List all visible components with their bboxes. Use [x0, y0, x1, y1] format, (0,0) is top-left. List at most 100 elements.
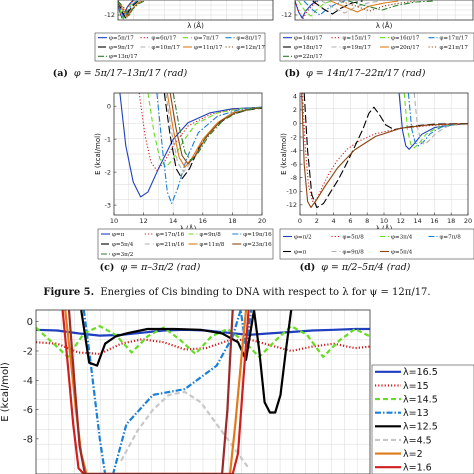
series-line--16-17 — [298, 0, 331, 17]
y-tick-label: -12 — [281, 11, 292, 19]
series-line--1-6b — [67, 310, 234, 474]
grid — [114, 93, 262, 215]
y-tick-label: -4 — [291, 147, 297, 155]
x-tick-label: 10 — [380, 217, 388, 225]
series-group — [36, 310, 370, 474]
legend-label: φ=11π/17 — [194, 45, 223, 51]
x-tick-label: 18 — [228, 217, 236, 225]
series-line--13 — [82, 310, 253, 474]
caption-b: (b) φ = 14π/17–22π/17 (rad) — [284, 68, 425, 79]
legend-label: φ=19π/17 — [343, 45, 372, 51]
y-tick-label: -10 — [286, 187, 297, 195]
legend: φ=π/2 φ=5π/8 φ=3π/4 φ=7π/8 φ=π φ=9π/8 φ=5π/4 — [279, 228, 474, 260]
y-tick-label: -8 — [23, 434, 33, 445]
series-line--14-5 — [36, 325, 370, 358]
series-group — [301, 93, 468, 209]
panel-e: 0-2-4-6-8E (kcal/mol) λ=16.5λ=15λ=14.5λ=1… — [0, 309, 474, 474]
series-line--9-8 — [147, 93, 262, 168]
legend-label: λ=16.5 — [403, 367, 438, 378]
legend-label: φ=18π/17 — [294, 45, 323, 51]
figure-caption: Figure 5. Energies of Cis binding to DNA… — [43, 287, 430, 298]
y-tick-label: 0 — [107, 102, 111, 110]
x-tick-label: 16 — [430, 217, 438, 225]
x-tick-label: 8 — [365, 217, 369, 225]
caption-d-label: (d) — [300, 262, 316, 273]
series-line--20-17 — [330, 0, 399, 13]
series-line--5-4 — [301, 93, 468, 209]
series-line--7-8 — [407, 93, 468, 147]
x-tick-label: 14 — [169, 217, 177, 225]
legend-label: φ=7π/17 — [194, 36, 219, 42]
legend: φ=5π/17 φ=6π/17 φ=7π/17 φ=8π/17 φ=9π/17 φ=10π… — [94, 32, 266, 62]
series-line--9-8 — [413, 93, 468, 146]
y-tick-label: -2 — [23, 347, 33, 358]
legend-label: φ=9π/8 — [200, 232, 222, 238]
caption-b-text: φ = 14π/17–22π/17 (rad) — [306, 68, 426, 79]
x-tick-label: 4 — [332, 217, 336, 225]
legend-box — [371, 364, 474, 474]
legend: φ=14π/17 φ=15π/17 φ=16π/17 φ=17π/17 φ=18π/17… — [279, 32, 474, 62]
series-group — [118, 0, 145, 20]
series-line--21-16 — [165, 93, 262, 173]
series-line--19-16 — [156, 93, 262, 205]
x-tick-label: 20 — [464, 217, 472, 225]
legend-label: φ=17π/16 — [156, 232, 185, 238]
grid — [36, 310, 370, 474]
legend-label: λ=4.5 — [403, 435, 432, 446]
series-line--12-17 — [118, 0, 144, 18]
x-tick-label: 2 — [315, 217, 319, 225]
legend-label: φ=14π/17 — [294, 36, 323, 42]
legend-box — [279, 32, 474, 62]
x-tick-label: 6 — [348, 217, 352, 225]
series-line--3-2 — [172, 93, 262, 162]
y-tick-label: -6 — [291, 160, 297, 168]
legend-label: φ=15π/17 — [343, 36, 372, 42]
series-line--21-17 — [339, 0, 417, 12]
y-axis-label: E (kcal/mol) — [280, 133, 288, 175]
plot-frame — [35, 309, 371, 474]
series-line--23-16 — [169, 93, 262, 165]
caption-c-text: φ = π–3π/2 (rad) — [120, 262, 200, 273]
legend-label: φ=π/2 — [294, 234, 312, 240]
series-line--1-6 — [61, 310, 250, 474]
legend-label: λ=15 — [403, 381, 429, 392]
caption-c: (c) φ = π–3π/2 (rad) — [100, 262, 201, 273]
series-line--19-17 — [321, 0, 381, 14]
series-line--11-17 — [118, 0, 142, 18]
y-tick-label: 0 — [293, 120, 297, 128]
legend-label: λ=13 — [403, 408, 429, 419]
legend: λ=16.5 λ=15 λ=14.5 λ=13 λ=12.5 λ=4.5 λ=2 λ=1.6 — [371, 364, 474, 474]
series-line--22-17 — [348, 0, 434, 11]
legend-label: φ=12π/17 — [237, 45, 266, 51]
legend-label: φ=19π/16 — [243, 232, 272, 238]
series-group — [295, 0, 434, 20]
series-line--8-17 — [118, 0, 137, 20]
series-line--15 — [36, 338, 370, 355]
legend-label: φ=5π/8 — [343, 234, 365, 240]
y-tick-label: -2 — [291, 133, 297, 141]
y-tick-label: -8 — [291, 174, 297, 182]
series-line--2 — [64, 310, 248, 474]
x-tick-label: 14 — [413, 217, 421, 225]
legend-label: φ=23π/16 — [243, 242, 272, 248]
legend-label: φ=11π/8 — [200, 242, 225, 248]
series-line--15-17 — [295, 0, 319, 20]
legend-label: φ=9π/8 — [343, 249, 365, 255]
caption-d: (d) φ = π/2–5π/4 (rad) — [300, 262, 411, 273]
y-tick-label: -3 — [105, 201, 111, 209]
x-tick-label: 10 — [110, 217, 118, 225]
legend-label: φ=21π/16 — [156, 242, 185, 248]
y-axis-label: E (kcal/mol) — [0, 362, 11, 422]
series-line--4-5 — [120, 390, 250, 469]
x-tick-label: 0 — [298, 217, 302, 225]
y-tick-label: -1 — [105, 135, 111, 143]
series-line--17-17 — [303, 0, 345, 16]
legend-label: φ=9π/17 — [109, 45, 134, 51]
y-axis-label: E (kcal/mol) — [94, 133, 102, 175]
series-line--11-8 — [166, 93, 262, 168]
legend-label: λ=1.6 — [403, 463, 432, 474]
series-line--7-17 — [118, 0, 136, 20]
